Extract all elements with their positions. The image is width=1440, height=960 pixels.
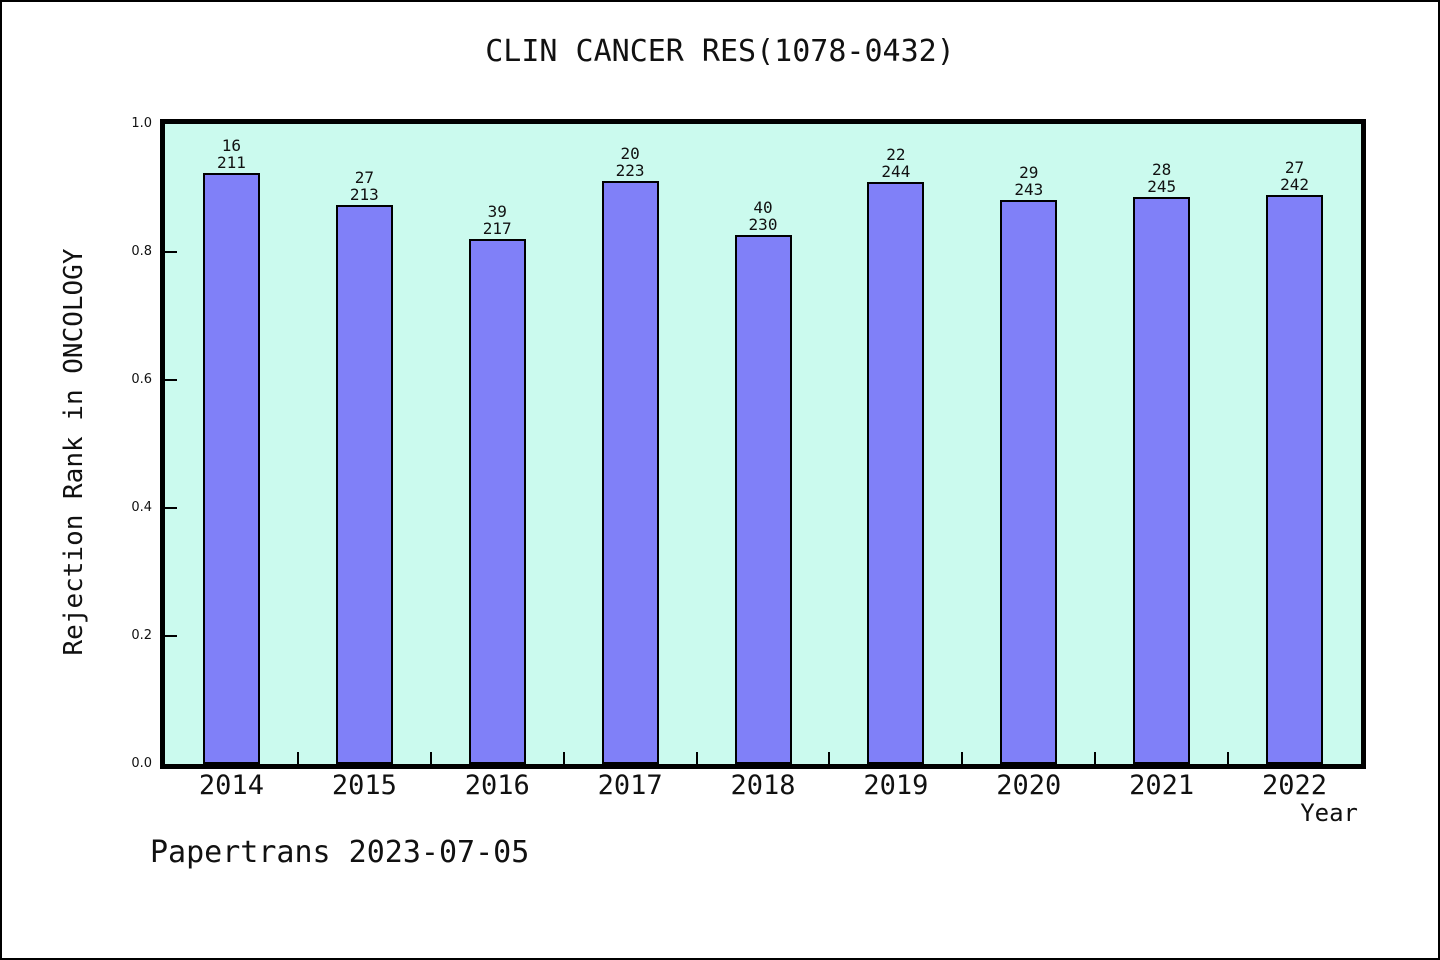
bar-rank-value: 20 — [620, 144, 640, 163]
bar-rank-value: 27 — [1284, 158, 1305, 177]
bar-rank-value: 40 — [753, 198, 773, 217]
y-tick-label-0.0: 0.0 — [131, 756, 152, 771]
bar-value-label-2015: 27 213 — [350, 169, 379, 203]
bar-value-label-2022: 27 242 — [1280, 159, 1309, 193]
bar-value-label-2017: 20 223 — [616, 145, 645, 179]
bar-2014 — [202, 173, 260, 764]
bar-rank-value: 16 — [221, 136, 242, 155]
watermark-text: Papertrans 2023-07-05 — [150, 835, 530, 870]
bar-total-value: 230 — [748, 215, 778, 234]
bar-2022 — [1266, 195, 1324, 764]
x-tick-mark — [1227, 752, 1230, 764]
x-tick-label-2017: 2017 — [597, 770, 663, 801]
y-tick-label-0.2: 0.2 — [131, 628, 152, 643]
x-tick-label-2014: 2014 — [198, 770, 264, 801]
bar-total-value: 217 — [482, 219, 512, 238]
x-tick-mark — [1094, 752, 1097, 764]
x-tick-label-2016: 2016 — [464, 770, 530, 801]
x-tick-label-2019: 2019 — [863, 770, 929, 801]
bar-2019 — [867, 182, 925, 764]
bar-value-label-2018: 40 230 — [749, 199, 778, 233]
y-tick-mark — [165, 635, 177, 637]
bar-total-value: 211 — [216, 153, 246, 172]
bar-value-label-2020: 29 243 — [1014, 164, 1043, 198]
x-tick-mark — [695, 752, 698, 764]
y-tick-label-0.8: 0.8 — [131, 244, 152, 259]
bar-rank-value: 27 — [354, 168, 374, 187]
plot-area: 16 211 27 213 39 217 20 223 40 230 22 244 29 243 28 245… — [160, 119, 1366, 769]
bar-2016 — [468, 239, 526, 764]
bar-rank-value: 29 — [1019, 163, 1039, 182]
y-tick-label-0.4: 0.4 — [131, 500, 152, 515]
y-tick-label-0.6: 0.6 — [131, 372, 152, 387]
bar-2017 — [601, 181, 659, 764]
y-tick-mark — [165, 379, 177, 381]
bar-total-value: 245 — [1147, 177, 1177, 196]
bar-total-value: 243 — [1014, 180, 1044, 199]
bar-value-label-2019: 22 244 — [881, 146, 910, 180]
bar-total-value: 213 — [349, 185, 379, 204]
chart-title: CLIN CANCER RES(1078-0432) — [485, 34, 955, 69]
x-tick-mark — [296, 752, 299, 764]
bar-total-value: 244 — [881, 162, 911, 181]
x-tick-mark — [828, 752, 831, 764]
bar-value-label-2016: 39 217 — [483, 203, 512, 237]
x-tick-mark — [961, 752, 964, 764]
y-tick-mark — [165, 507, 177, 509]
y-tick-mark — [165, 251, 177, 253]
bar-2018 — [734, 235, 792, 764]
x-tick-label-2018: 2018 — [730, 770, 796, 801]
x-tick-label-2015: 2015 — [331, 770, 397, 801]
bar-2015 — [335, 205, 393, 764]
bar-rank-value: 28 — [1152, 160, 1172, 179]
bar-2020 — [1000, 200, 1058, 764]
bar-value-label-2021: 28 245 — [1147, 161, 1176, 195]
y-axis-label: Rejection Rank in ONCOLOGY — [59, 248, 89, 656]
bar-rank-value: 22 — [886, 145, 906, 164]
x-tick-label-2022: 2022 — [1262, 770, 1328, 801]
x-tick-mark — [429, 752, 432, 764]
x-tick-mark — [562, 752, 565, 764]
bar-value-label-2014: 16 211 — [217, 137, 246, 171]
bar-rank-value: 39 — [487, 202, 507, 221]
bar-2021 — [1133, 197, 1191, 764]
y-tick-label-1.0: 1.0 — [131, 116, 152, 131]
bar-total-value: 242 — [1280, 175, 1309, 194]
x-tick-label-2020: 2020 — [996, 770, 1062, 801]
x-tick-label-2021: 2021 — [1129, 770, 1195, 801]
x-axis-label: Year — [1300, 799, 1358, 827]
bar-total-value: 223 — [615, 161, 645, 180]
